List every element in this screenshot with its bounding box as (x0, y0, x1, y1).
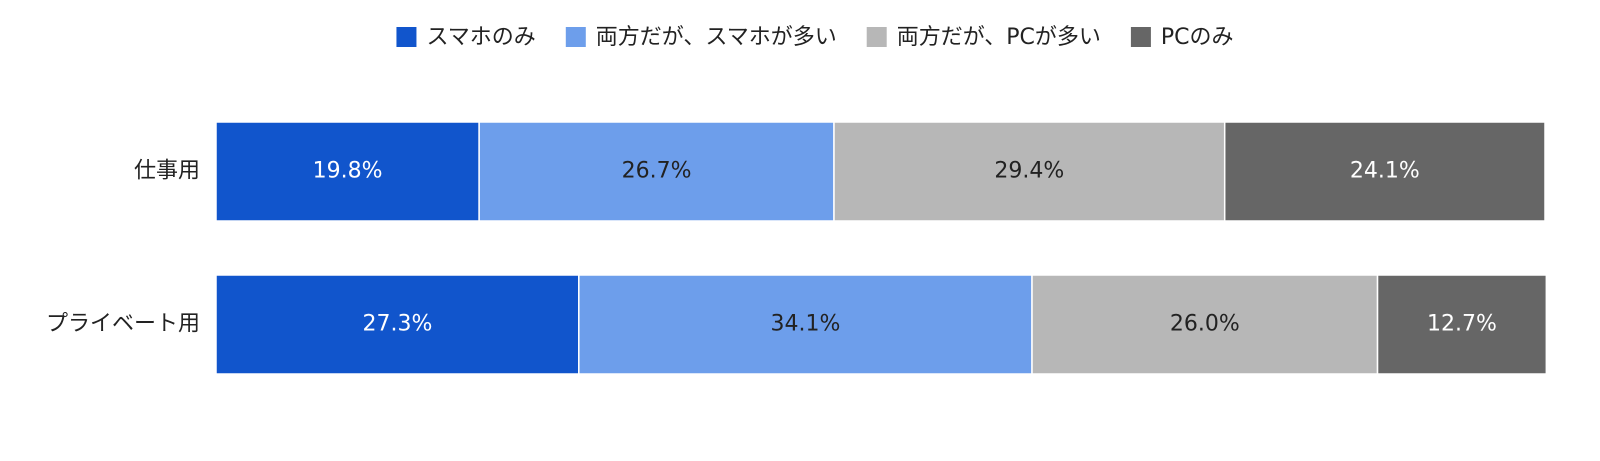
value-label: 29.4% (994, 159, 1064, 184)
bar-segment (833, 121, 1226, 222)
legend-item: PCのみ (1130, 25, 1234, 50)
value-label: 26.7% (622, 159, 692, 184)
value-label: 34.1% (770, 312, 840, 337)
bar-segment (1376, 274, 1548, 375)
y-tick-label: プライベート用 (46, 312, 200, 337)
legend-label: スマホのみ (426, 25, 535, 50)
bar-segment (478, 121, 835, 222)
legend-label: 両方だが、スマホが多い (596, 25, 837, 50)
bar-segment (1031, 274, 1379, 375)
value-label: 27.3% (362, 312, 432, 337)
legend-swatch (866, 27, 887, 47)
legend-item: スマホのみ (396, 25, 536, 50)
bar-segment (215, 274, 580, 375)
legend-swatch (1130, 27, 1151, 47)
legend-item: 両方だが、スマホが多い (565, 25, 837, 50)
legend-label: 両方だが、PCが多い (897, 25, 1101, 50)
value-label: 26.0% (1170, 312, 1240, 337)
legend-item: 両方だが、PCが多い (866, 25, 1101, 50)
value-label: 19.8% (313, 159, 383, 184)
bar-segment (215, 121, 480, 222)
bar-segment (578, 274, 1033, 375)
legend-swatch (565, 27, 586, 47)
legend-swatch (396, 27, 417, 47)
value-label: 24.1% (1350, 159, 1420, 184)
bar-segment (1223, 121, 1546, 222)
legend-label: PCのみ (1161, 25, 1234, 50)
value-label: 12.7% (1427, 312, 1497, 337)
y-tick-label: 仕事用 (134, 159, 200, 184)
